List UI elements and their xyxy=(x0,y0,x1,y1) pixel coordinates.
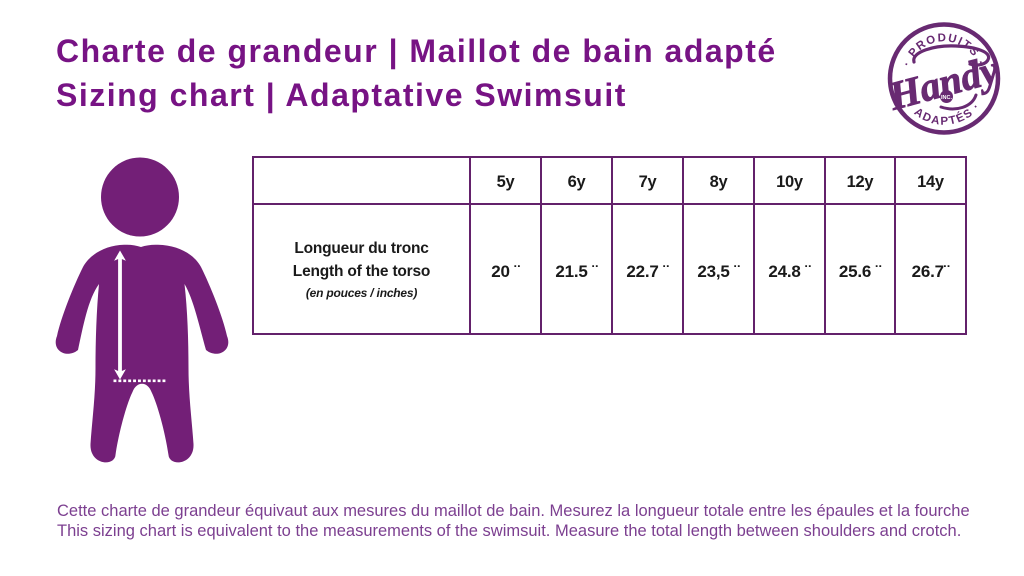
svg-text:INC.: INC. xyxy=(941,95,952,101)
